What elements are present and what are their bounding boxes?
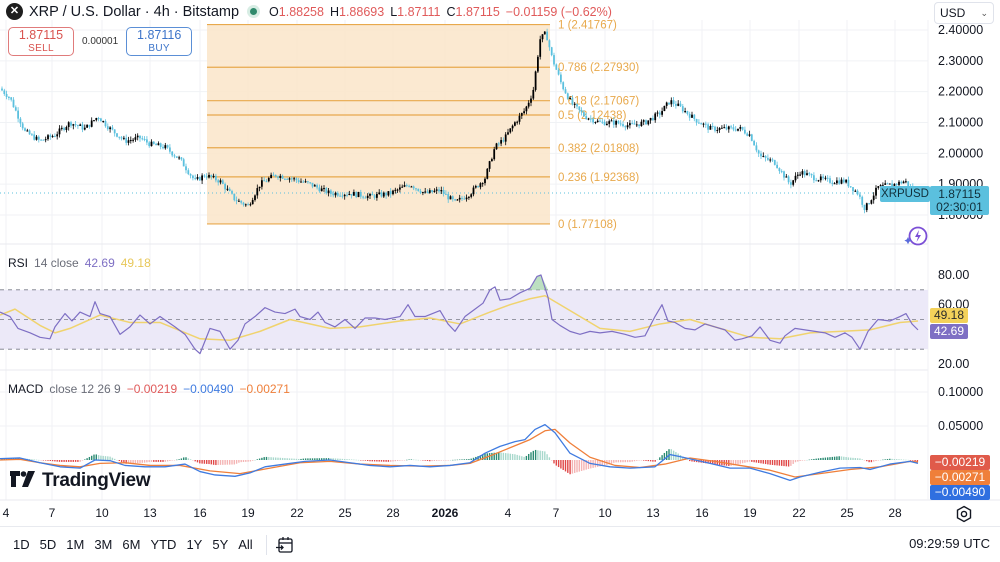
- svg-text:16: 16: [193, 506, 207, 520]
- svg-text:28: 28: [888, 506, 902, 520]
- svg-text:25: 25: [338, 506, 352, 520]
- rsi-ma-tag: 49.18: [930, 308, 968, 323]
- svg-text:13: 13: [143, 506, 157, 520]
- range-6m-button[interactable]: 6M: [122, 537, 141, 552]
- range-all-button[interactable]: All: [238, 537, 253, 552]
- rsi-legend[interactable]: RSI 14 close 42.69 49.18: [8, 256, 151, 270]
- svg-text:0.236 (1.92368): 0.236 (1.92368): [558, 172, 639, 184]
- svg-text:0.786 (2.27930): 0.786 (2.27930): [558, 62, 639, 74]
- chevron-down-icon: ⌄: [980, 7, 988, 18]
- macd-line-tag: −0.00490: [930, 485, 990, 500]
- svg-text:19: 19: [241, 506, 255, 520]
- svg-text:2.00000: 2.00000: [938, 146, 983, 160]
- range-3m-button[interactable]: 3M: [94, 537, 113, 552]
- settings-gear-icon[interactable]: [955, 505, 973, 523]
- ohlc-values: O1.88258 H1.88693 L1.87111 C1.87115 −0.0…: [269, 4, 612, 19]
- high-value: 1.88693: [339, 4, 385, 19]
- svg-text:0.10000: 0.10000: [938, 385, 983, 399]
- macd-signal-value: −0.00271: [239, 382, 290, 396]
- macd-hist-tag: −0.00219: [930, 455, 990, 470]
- rsi-value-tag: 42.69: [930, 324, 968, 339]
- macd-hist-value: −0.00219: [126, 382, 178, 396]
- svg-text:25: 25: [840, 506, 854, 520]
- svg-text:4: 4: [505, 506, 512, 520]
- svg-text:2.40000: 2.40000: [938, 23, 983, 37]
- toolbar-divider: [265, 534, 267, 555]
- range-ytd-button[interactable]: YTD: [150, 537, 177, 552]
- svg-text:4: 4: [3, 506, 10, 520]
- svg-text:16: 16: [695, 506, 709, 520]
- svg-text:19: 19: [743, 506, 757, 520]
- range-5d-button[interactable]: 5D: [39, 537, 57, 552]
- range-1d-button[interactable]: 1D: [13, 537, 30, 552]
- svg-text:28: 28: [386, 506, 400, 520]
- tradingview-mark-icon: [10, 470, 36, 492]
- svg-text:7: 7: [49, 506, 56, 520]
- svg-text:1 (2.41767): 1 (2.41767): [558, 20, 617, 32]
- range-1m-button[interactable]: 1M: [66, 537, 85, 552]
- svg-text:10: 10: [95, 506, 109, 520]
- last-price-tag: 1.87115 02:30:01: [930, 186, 989, 215]
- svg-text:2.10000: 2.10000: [938, 116, 983, 130]
- svg-text:22: 22: [290, 506, 304, 520]
- range-1y-button[interactable]: 1Y: [186, 537, 203, 552]
- symbol-price-tag: XRPUSD: [880, 186, 930, 202]
- svg-text:2.20000: 2.20000: [938, 85, 983, 99]
- rsi-ma-value: 49.18: [120, 256, 151, 270]
- open-value: 1.88258: [278, 4, 324, 19]
- macd-signal-tag: −0.00271: [930, 470, 990, 485]
- symbol-legend: ✕ XRP / U.S. Dollar · 4h · Bitstamp O1.8…: [6, 3, 612, 20]
- rsi-value: 42.69: [84, 256, 115, 270]
- svg-text:13: 13: [646, 506, 660, 520]
- lightning-icon[interactable]: [904, 225, 930, 247]
- xrp-logo-icon: ✕: [6, 3, 23, 20]
- svg-text:2026: 2026: [432, 506, 459, 520]
- svg-text:22: 22: [792, 506, 806, 520]
- spread-value: 0.00001: [82, 36, 119, 47]
- symbol-title[interactable]: XRP / U.S. Dollar · 4h · Bitstamp: [29, 3, 240, 20]
- low-value: 1.87111: [397, 4, 441, 19]
- currency-select[interactable]: USD ⌄: [934, 2, 994, 24]
- macd-line-value: −0.00490: [183, 382, 234, 396]
- svg-text:0.05000: 0.05000: [938, 419, 983, 433]
- market-open-dot-icon: [247, 5, 261, 18]
- svg-text:0.618 (2.17067): 0.618 (2.17067): [558, 96, 639, 108]
- trade-panel: 1.87115 SELL 0.00001 1.87116 BUY: [8, 27, 193, 56]
- bottom-toolbar: 1D 5D 1M 3M 6M YTD 1Y 5Y All 09:29:59 UT…: [0, 526, 1000, 562]
- svg-text:10: 10: [598, 506, 612, 520]
- range-5y-button[interactable]: 5Y: [212, 537, 229, 552]
- svg-text:2.30000: 2.30000: [938, 54, 983, 68]
- svg-text:80.00: 80.00: [938, 268, 969, 282]
- sell-button[interactable]: 1.87115 SELL: [8, 27, 74, 56]
- macd-legend[interactable]: MACD close 12 26 9 −0.00219 −0.00490 −0.…: [8, 382, 290, 396]
- svg-text:0.382 (2.01808): 0.382 (2.01808): [558, 143, 639, 155]
- change-value: −0.01159 (−0.62%): [505, 4, 612, 19]
- svg-text:20.00: 20.00: [938, 357, 969, 371]
- svg-text:0 (1.77108): 0 (1.77108): [558, 219, 617, 231]
- svg-text:7: 7: [553, 506, 560, 520]
- svg-text:0.5 (2.12438): 0.5 (2.12438): [558, 110, 627, 122]
- buy-button[interactable]: 1.87116 BUY: [126, 27, 193, 56]
- close-value: 1.87115: [455, 4, 500, 19]
- tradingview-logo[interactable]: TradingView: [10, 470, 151, 492]
- date-range-icon[interactable]: [275, 535, 295, 555]
- utc-clock[interactable]: 09:29:59 UTC: [909, 536, 990, 551]
